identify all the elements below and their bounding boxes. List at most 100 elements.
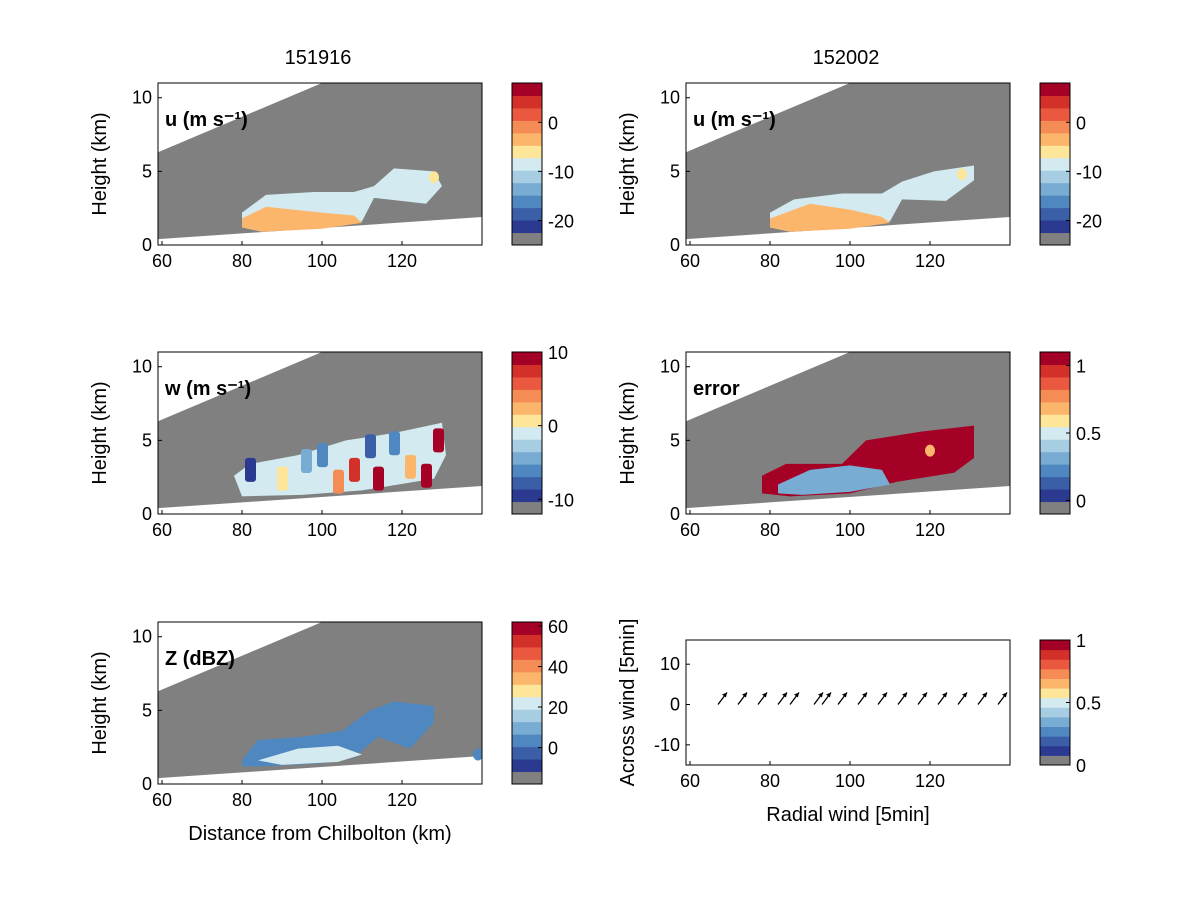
colorbar-swatch <box>1040 736 1070 747</box>
colorbar-swatch <box>512 476 542 490</box>
colorbar-swatch <box>1040 364 1070 378</box>
colorbar-tick-label: 0 <box>1076 492 1086 512</box>
x-tick-label: 120 <box>915 251 945 271</box>
y-tick-label: 10 <box>660 88 680 108</box>
colorbar-swatch <box>512 501 542 515</box>
field-cell <box>349 457 360 482</box>
wind-arrow-head <box>962 692 967 698</box>
x-tick-label: 100 <box>307 520 337 540</box>
wind-arrow-head <box>862 692 867 698</box>
colorbar-swatch <box>1040 489 1070 503</box>
field-accent <box>473 748 482 761</box>
colorbar-swatch <box>512 352 542 365</box>
colorbar-swatch <box>1040 207 1070 221</box>
colorbar-swatch <box>512 170 542 184</box>
axes-frame <box>157 351 483 515</box>
panel-label: u (m s⁻¹) <box>165 109 248 131</box>
y-axis-label: Height (km) <box>617 381 639 484</box>
colorbar-swatch <box>1040 439 1070 453</box>
y-tick-label: 0 <box>670 504 680 524</box>
colorbar-swatch <box>512 734 542 748</box>
colorbar-swatch <box>1040 755 1070 766</box>
colorbar-swatch <box>512 771 542 785</box>
y-axis-label: Height (km) <box>89 381 111 484</box>
y-tick-label: 10 <box>660 654 680 674</box>
colorbar-swatch <box>1040 640 1070 651</box>
colorbar-swatch <box>1040 726 1070 737</box>
field-cell <box>421 463 432 488</box>
y-axis-label: Height (km) <box>89 112 111 215</box>
plot-area <box>717 692 1008 705</box>
axes-frame <box>685 82 1011 246</box>
panel-label: u (m s⁻¹) <box>693 109 776 131</box>
colorbar-swatch <box>1040 220 1070 234</box>
colorbar-tick-label: 0 <box>548 113 558 133</box>
colorbar-swatch <box>1040 697 1070 708</box>
colorbar-swatch <box>512 120 542 134</box>
colorbar-frame <box>511 82 543 246</box>
y-tick-label: 5 <box>670 161 680 181</box>
colorbar-swatch <box>1040 716 1070 728</box>
plot-area <box>686 83 1010 240</box>
panel-z-151916: 60 80 100 120 0 5 10 Height (km) Distance from C… <box>89 617 568 845</box>
colorbar-swatch <box>1040 195 1070 209</box>
colorbar-swatch <box>512 107 542 121</box>
x-tick-label: 60 <box>152 251 172 271</box>
colorbar-swatch <box>1040 501 1070 515</box>
field-core <box>770 203 890 232</box>
y-tick-label: 10 <box>132 88 152 108</box>
y-axis-label: Across wind [5min] <box>617 619 639 787</box>
panel-u-152002: 60 80 100 120 0 5 10 Height (km) u (m s⁻¹) 0 -10 -2… <box>617 82 1102 271</box>
y-tick-label: 10 <box>132 627 152 647</box>
x-axis-label: Radial wind [5min] <box>766 804 929 826</box>
colorbar-swatch <box>1040 745 1070 756</box>
field-cell <box>317 443 328 468</box>
x-tick-label: 80 <box>760 520 780 540</box>
colorbar-tick-label: 20 <box>548 698 568 718</box>
colorbar-tick-label: 0.5 <box>1076 694 1101 714</box>
colorbar-swatch <box>512 684 542 698</box>
field-cell <box>433 428 444 453</box>
wind-arrow-head <box>942 692 947 698</box>
plot-area <box>158 622 482 779</box>
colorbar-tick-label: 60 <box>548 617 568 637</box>
colorbar-swatch <box>512 696 542 710</box>
colorbar-tick-label: 1 <box>1076 631 1086 651</box>
colorbar-swatch <box>512 132 542 146</box>
x-tick-label: 60 <box>152 790 172 810</box>
y-tick-label: 10 <box>660 357 680 377</box>
x-tick-label: 120 <box>387 520 417 540</box>
x-tick-label: 120 <box>915 520 945 540</box>
y-tick-label: 0 <box>670 695 680 715</box>
colorbar-tick-label: -10 <box>548 490 574 510</box>
y-tick-label: 5 <box>142 700 152 720</box>
field-cell <box>365 434 376 459</box>
panel-u-151916: 60 80 100 120 0 5 10 Height (km) u (m s⁻¹) 0 -10 -2… <box>89 82 574 271</box>
panel-label: w (m s⁻¹) <box>164 378 251 400</box>
axes-frame <box>157 621 483 785</box>
colorbar-swatch <box>512 364 542 378</box>
plot-area <box>686 352 1010 509</box>
x-tick-label: 80 <box>760 771 780 791</box>
colorbar-swatch <box>512 634 542 648</box>
colorbar-tick-label: -20 <box>1076 211 1102 231</box>
colorbar-swatch <box>1040 95 1070 109</box>
x-tick-label: 80 <box>232 790 252 810</box>
x-tick-label: 80 <box>760 251 780 271</box>
field-cell <box>245 457 256 482</box>
colorbar-swatch <box>512 207 542 221</box>
colorbar-tick-label: -10 <box>548 162 574 182</box>
colorbar-tick-label: 40 <box>548 658 568 678</box>
field-core <box>778 465 890 495</box>
y-tick-label: 5 <box>142 430 152 450</box>
panel-label: Z (dBZ) <box>165 648 235 670</box>
colorbar-swatch <box>512 157 542 171</box>
colorbar-swatch <box>1040 401 1070 415</box>
colorbar-frame <box>511 621 543 785</box>
colorbar-swatch <box>1040 707 1070 718</box>
y-tick-label: -10 <box>654 735 680 755</box>
colorbar-swatch <box>1040 120 1070 134</box>
wind-arrow-head <box>902 692 907 698</box>
